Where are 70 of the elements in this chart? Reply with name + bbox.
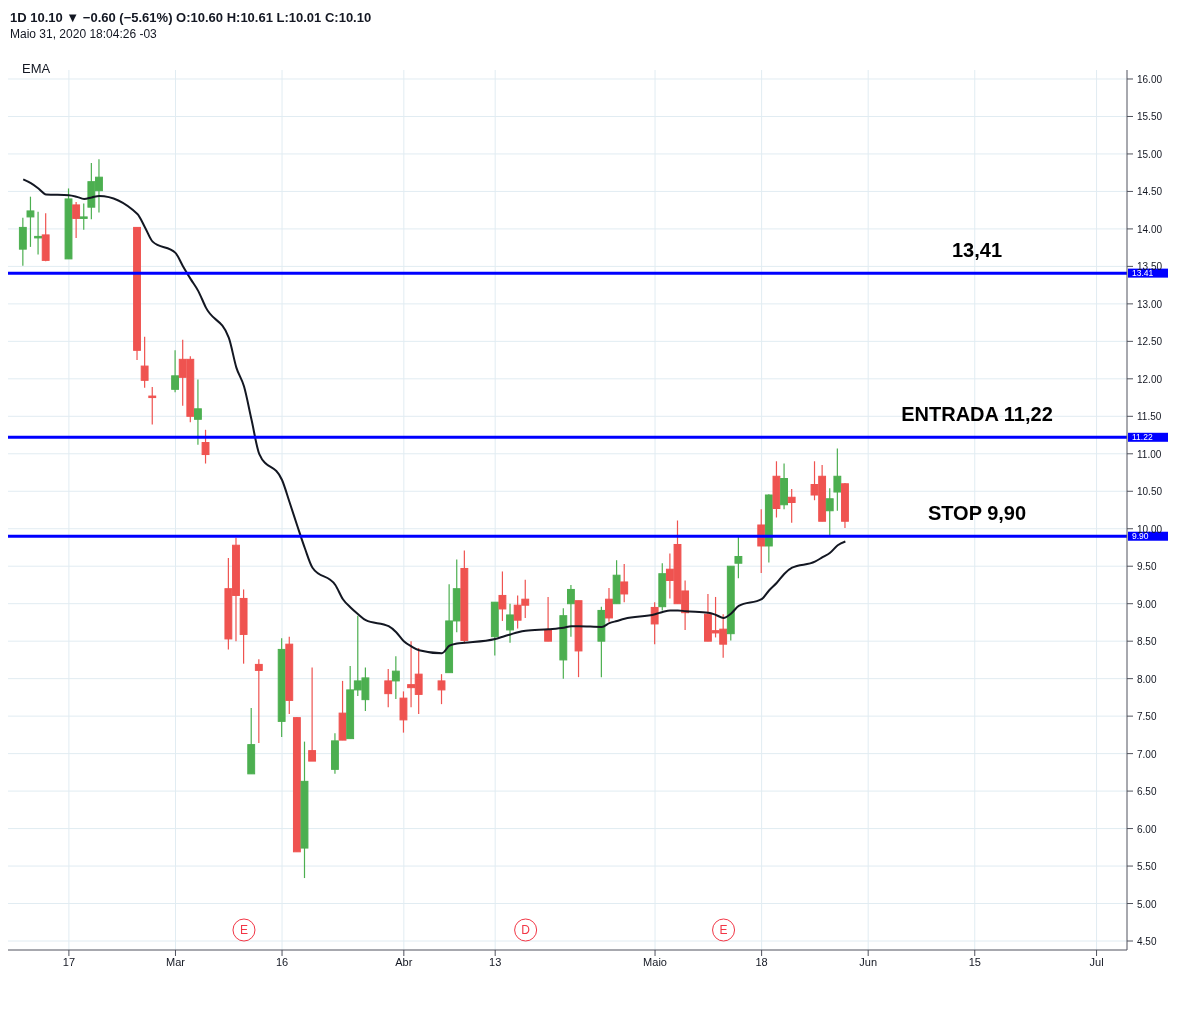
y-tick-label: 5.00 xyxy=(1137,898,1157,910)
candlestick xyxy=(506,603,514,644)
candlestick xyxy=(825,487,834,537)
candlestick xyxy=(391,655,400,700)
y-tick-label: 6.50 xyxy=(1137,786,1157,798)
y-tick-label: 11.50 xyxy=(1137,411,1162,423)
candlestick xyxy=(201,429,210,465)
y-tick-label: 7.50 xyxy=(1137,711,1157,723)
y-tick-label: 15.50 xyxy=(1137,111,1163,123)
candlestick xyxy=(18,217,27,267)
x-tick-label: Jul xyxy=(1089,955,1104,968)
y-tick-label: 7.00 xyxy=(1137,748,1157,760)
x-tick-label: 13 xyxy=(489,955,502,968)
x-tick-label: Mar xyxy=(165,955,186,968)
candlestick xyxy=(544,596,553,642)
x-tick-label: Abr xyxy=(395,955,413,968)
y-tick-label: 11.00 xyxy=(1137,448,1162,460)
candlestick xyxy=(72,201,81,239)
y-tick-label: 10.50 xyxy=(1137,486,1163,498)
y-tick-label: 15.00 xyxy=(1137,148,1163,160)
candlestick xyxy=(140,336,149,389)
y-tick-label: 9.50 xyxy=(1137,561,1157,573)
y-tick-label: 6.00 xyxy=(1137,823,1157,835)
y-tick-label: 12.00 xyxy=(1137,373,1163,385)
x-tick-label: 18 xyxy=(755,955,768,968)
candlestick xyxy=(757,508,766,574)
x-tick-label: Maio xyxy=(643,955,667,968)
candlestick xyxy=(194,378,202,446)
y-tick-label: 8.00 xyxy=(1137,673,1157,685)
candlestick xyxy=(308,666,317,762)
candlestick xyxy=(498,570,507,622)
y-tick-label: 14.50 xyxy=(1137,186,1163,198)
annotation: STOP 9,90 xyxy=(927,502,1027,525)
y-tick-label: 13.00 xyxy=(1137,298,1163,310)
candlestick xyxy=(650,601,659,645)
y-tick-label: 5.50 xyxy=(1137,861,1157,873)
ref-line-label: 11.22 xyxy=(1132,432,1153,443)
candlestick xyxy=(34,211,42,255)
line-series xyxy=(22,178,847,655)
y-tick-label: 4.50 xyxy=(1137,936,1157,948)
candlestick xyxy=(79,202,88,231)
x-tick-label: 15 xyxy=(968,955,981,968)
candlestick xyxy=(399,690,408,734)
y-tick-label: 16.00 xyxy=(1137,73,1163,85)
annotation: ENTRADA 11,22 xyxy=(901,403,1053,426)
candlestick xyxy=(567,584,575,638)
annotation: D xyxy=(521,923,531,937)
y-tick-label: 9.00 xyxy=(1137,598,1157,610)
y-tick-label: 12.50 xyxy=(1137,336,1163,348)
annotation: E xyxy=(239,923,248,937)
y-tick-label: 8.50 xyxy=(1137,636,1157,648)
x-tick-label: Jun xyxy=(859,955,878,968)
text: EMA xyxy=(22,61,51,76)
x-tick-label: 16 xyxy=(275,955,289,968)
candlestick xyxy=(787,488,796,524)
candlestick xyxy=(26,196,35,248)
candlestick xyxy=(833,447,842,512)
candlestick xyxy=(254,658,263,744)
annotation: E xyxy=(719,923,728,937)
candlestick xyxy=(605,587,613,623)
y-tick-label: 14.00 xyxy=(1137,223,1163,235)
annotation: 13,41 xyxy=(951,239,1003,262)
chart-title: 1D 10.10 ▼ −0.60 (−5.61%) O:10.60 H:10.61 L:10.01 C:10.10 xyxy=(9,9,373,27)
x-tick-label: 17 xyxy=(62,955,76,968)
candlestick xyxy=(620,563,629,603)
candlestick xyxy=(384,668,393,708)
candlestick xyxy=(437,673,446,705)
chart-subtitle: Maio 31, 2020 18:04:26 -03 xyxy=(9,27,158,43)
candlestick xyxy=(171,349,180,393)
candlestick xyxy=(148,386,157,426)
